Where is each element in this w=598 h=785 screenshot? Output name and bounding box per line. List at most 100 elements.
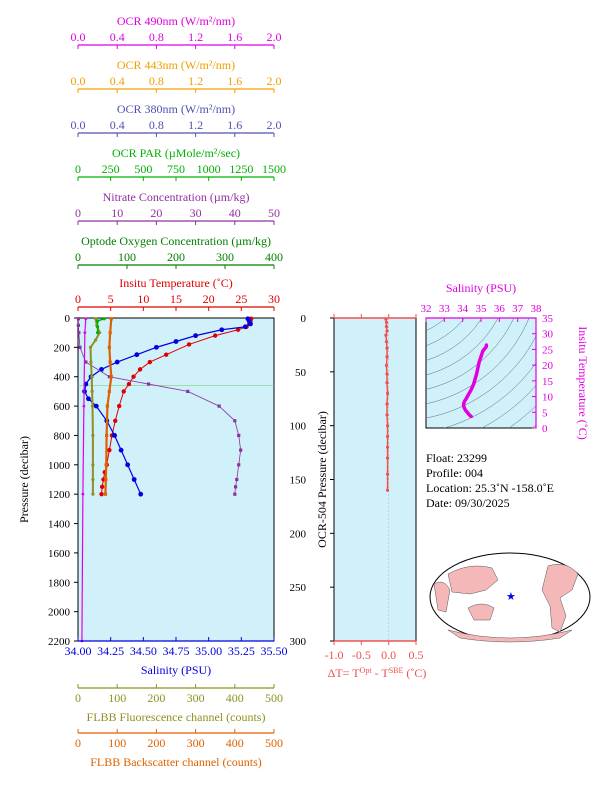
series-point-nitrate (78, 345, 82, 349)
series-point-backscatter (105, 404, 109, 408)
series-line-par (96, 318, 105, 333)
ts-temperature-tick-label: 25 (542, 344, 554, 356)
top-axis-tick-label-par: 1500 (262, 162, 286, 176)
series-point-temperature (126, 381, 132, 387)
series-point-par (102, 317, 106, 321)
series-point-salinity (134, 352, 140, 358)
top-axis-tick-label-temperature: 15 (170, 292, 182, 306)
series-point-nitrate (217, 404, 221, 408)
series-point-ocr490 (82, 404, 86, 408)
ocr-dt-point (385, 488, 390, 492)
top-axis-tick-label-par: 1250 (229, 162, 253, 176)
top-axis-tick-label-ocr490: 1.6 (227, 30, 242, 44)
series-point-fluorescence (90, 389, 94, 394)
ocr-dt-point (385, 391, 390, 395)
series-point-fluorescence (94, 338, 98, 342)
ocr-dt-point (384, 317, 388, 321)
ocr-dt-axis-label-part: SBE (389, 666, 404, 675)
ocr-pressure-tick-label: 100 (290, 421, 307, 433)
top-axis-tick-label-nitrate: 10 (111, 206, 123, 220)
float-position-marker: ★ (506, 590, 516, 603)
top-axis-tick-label-nitrate: 30 (190, 206, 202, 220)
bottom-axis-tick-label-backscatter: 0 (75, 736, 81, 750)
top-axis-tick-label-par: 250 (102, 162, 120, 176)
series-point-fluorescence (91, 463, 95, 467)
top-axis-tick-label-temperature: 5 (108, 292, 114, 306)
series-point-nitrate (84, 360, 88, 364)
series-point-temperature (186, 342, 192, 347)
pressure-tick-label: 600 (54, 401, 71, 413)
ts-temperature-tick-label: 0 (542, 423, 548, 435)
ts-profile-point (469, 388, 473, 392)
main-profile-panel: 0 200 400 600 800 1000 1200 1400 1600 1800 2000 220… (17, 313, 275, 648)
top-axis-tick-label-nitrate: 50 (268, 206, 280, 220)
series-line-nitrate (77, 318, 242, 495)
bottom-axis-tick-label-salinity: 34.00 (65, 644, 92, 658)
series-line-salinity (83, 318, 252, 495)
top-axis-title-temperature: Insitu Temperature (˚C) (119, 276, 233, 290)
pressure-tick-label: 1800 (48, 577, 71, 589)
ts-profile-point (481, 349, 485, 353)
top-axis-tick-label-ocr380: 0.4 (110, 118, 125, 132)
series-point-backscatter (104, 477, 108, 482)
map-land-antarctica (447, 629, 573, 643)
series-point-salinity (86, 396, 91, 402)
series-point-fluorescence (94, 317, 98, 321)
ts-temperature-tick-label: 10 (542, 392, 554, 404)
bottom-axis-title-salinity: Salinity (PSU) (141, 663, 211, 677)
map-land-americas (541, 564, 579, 633)
ts-profile-point (484, 345, 488, 349)
ocr-dt-point (385, 434, 390, 439)
top-axis-tick-label-oxygen: 200 (167, 250, 185, 264)
top-axis-title-ocr443: OCR 443nm (W/m²/nm) (117, 58, 235, 72)
series-point-salinity (99, 366, 104, 372)
series-point-fluorescence (91, 477, 95, 482)
bottom-axis-tick-label-fluorescence: 300 (187, 691, 205, 705)
series-point-salinity (118, 447, 124, 453)
top-axis-tick-label-par: 1000 (197, 162, 221, 176)
ts-profile-point (472, 382, 476, 386)
bottom-axis-tick-label-salinity: 34.25 (97, 644, 124, 658)
ocr-pressure-tick-label: 150 (290, 475, 307, 487)
bottom-axis-tick-label-backscatter: 100 (108, 736, 126, 750)
series-point-nitrate (77, 331, 81, 335)
series-point-backscatter (108, 331, 112, 335)
series-point-par (96, 331, 100, 335)
ts-salinity-tick-label: 32 (421, 303, 432, 315)
series-point-temperature (121, 389, 126, 394)
series-point-ocr490 (81, 492, 85, 496)
top-axis-tick-label-nitrate: 40 (229, 206, 241, 220)
ts-temperature-axis-label: Insitu Temperature (˚C) (576, 326, 590, 440)
series-point-nitrate (146, 382, 151, 386)
series-point-ocr490 (84, 317, 88, 321)
ocr-dt-tick-label: 0.5 (409, 648, 424, 662)
series-point-temperature (113, 418, 118, 423)
top-axis-tick-label-oxygen: 400 (265, 250, 283, 264)
top-axis-tick-label-ocr443: 2.0 (267, 74, 282, 88)
ocr-dt-point (385, 329, 389, 333)
top-axis-tick-label-oxygen: 300 (216, 250, 234, 264)
series-point-salinity (219, 327, 225, 333)
series-point-temperature (137, 367, 143, 372)
profile-text: Profile: 004 (426, 466, 483, 480)
series-point-temperature (107, 447, 112, 453)
series-point-temperature (164, 352, 169, 357)
top-axis-tick-label-ocr490: 1.2 (188, 30, 203, 44)
top-axis-tick-label-ocr443: 1.2 (188, 74, 203, 88)
series-point-nitrate (233, 419, 237, 423)
top-axis-tick-label-ocr490: 0.0 (71, 30, 86, 44)
top-axis-tick-label-oxygen: 100 (118, 250, 136, 264)
ts-salinity-tick-label: 35 (476, 303, 488, 315)
series-point-salinity (131, 477, 137, 482)
series-point-fluorescence (90, 375, 94, 379)
series-point-backscatter (109, 375, 113, 379)
series-point-salinity (93, 403, 99, 409)
ocr-dt-point (385, 456, 390, 460)
ocr-plot-background (333, 317, 417, 642)
bottom-axis-title-backscatter: FLBB Backscatter channel (counts) (90, 755, 262, 769)
ts-salinity-tick-label: 34 (457, 303, 469, 315)
ts-temperature-tick-label: 35 (542, 313, 554, 325)
world-map-inset: ★ (429, 552, 591, 643)
top-axes-group: 0.0 0.4 0.8 1.2 1.6 2.0 OCR 490nm (W/m²/nm) 0.0… (71, 14, 286, 311)
ocr-dt-point (385, 472, 390, 476)
